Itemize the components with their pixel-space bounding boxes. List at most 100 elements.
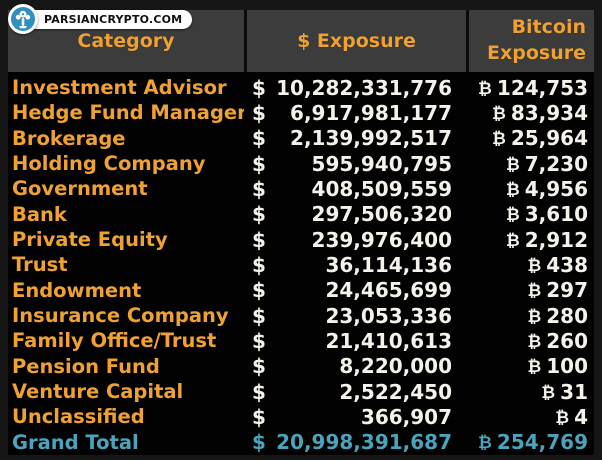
bitcoin-sign: ₿	[555, 407, 570, 428]
btc-value: 7,230	[524, 151, 588, 176]
table-row: Hedge Fund Manager $ 6,917,981,177 ₿ 83,…	[8, 100, 594, 125]
btc-value: 3,610	[524, 202, 588, 227]
watermark-badge: PARSIANCRYPTO.COM	[8, 4, 193, 34]
usd-exposure-cell: $ 36,114,136	[244, 253, 466, 277]
dollar-sign: $	[252, 278, 266, 303]
category-cell: Private Equity	[12, 228, 168, 252]
table-row: Private Equity $ 239,976,400 ₿ 2,912	[8, 227, 594, 252]
usd-value: 2,522,450	[339, 379, 452, 404]
usd-exposure-cell: $ 408,509,559	[244, 177, 466, 201]
table-row: Brokerage $ 2,139,992,517 ₿ 25,964	[8, 126, 594, 151]
bitcoin-sign: ₿	[491, 103, 506, 124]
btc-exposure-cell: ₿ 297	[466, 278, 594, 302]
btc-value: 4,956	[524, 176, 588, 201]
category-cell: Government	[12, 177, 148, 201]
bitcoin-sign: ₿	[527, 281, 542, 302]
usd-exposure-cell: $ 10,282,331,776	[244, 76, 466, 100]
dollar-sign: $	[252, 176, 266, 201]
category-cell: Family Office/Trust	[12, 329, 217, 353]
bitcoin-sign: ₿	[491, 129, 506, 150]
bitcoin-sign: ₿	[541, 382, 556, 403]
btc-exposure-cell: ₿ 3,610	[466, 202, 594, 226]
btc-exposure-cell: ₿ 280	[466, 304, 594, 328]
btc-value: 438	[546, 252, 588, 277]
bitcoin-sign: ₿	[505, 179, 520, 200]
category-cell: Grand Total	[12, 430, 139, 454]
btc-exposure-cell: ₿ 25,964	[466, 126, 594, 150]
btc-value: 100	[546, 354, 588, 379]
usd-exposure-cell: $ 6,917,981,177	[244, 101, 466, 125]
table-row: Pension Fund $ 8,220,000 ₿ 100	[8, 354, 594, 379]
btc-value: 280	[546, 303, 588, 328]
dollar-sign: $	[252, 303, 266, 328]
category-cell: Hedge Fund Manager	[12, 101, 244, 125]
usd-value: 297,506,320	[311, 202, 452, 227]
btc-exposure-cell: ₿ 260	[466, 329, 594, 353]
usd-exposure-cell: $ 21,410,613	[244, 329, 466, 353]
category-cell: Investment Advisor	[12, 76, 227, 100]
bitcoin-sign: ₿	[527, 331, 542, 352]
dollar-sign: $	[252, 404, 266, 429]
btc-value: 83,934	[510, 100, 588, 125]
bitcoin-sign: ₿	[478, 78, 492, 99]
bitcoin-sign: ₿	[505, 230, 520, 251]
btc-value: 260	[546, 328, 588, 353]
table-row: Unclassified $ 366,907 ₿ 4	[8, 404, 594, 429]
dollar-sign: $	[252, 227, 266, 252]
btc-value: 124,753	[496, 75, 588, 100]
dollar-sign: $	[252, 379, 266, 404]
btc-value: 31	[560, 379, 588, 404]
btc-exposure-cell: ₿ 124,753	[466, 76, 594, 100]
bitcoin-sign: ₿	[505, 154, 520, 175]
usd-value: 408,509,559	[311, 176, 452, 201]
btc-exposure-cell: ₿ 31	[466, 380, 594, 404]
table-row: Endowment $ 24,465,699 ₿ 297	[8, 278, 594, 303]
category-cell: Insurance Company	[12, 304, 229, 328]
category-cell: Trust	[12, 253, 68, 277]
btc-value: 25,964	[510, 126, 588, 151]
category-cell: Holding Company	[12, 152, 206, 176]
usd-exposure-cell: $ 239,976,400	[244, 228, 466, 252]
btc-exposure-cell: ₿ 2,912	[466, 228, 594, 252]
table-row: Government $ 408,509,559 ₿ 4,956	[8, 176, 594, 201]
usd-value: 10,282,331,776	[276, 75, 452, 100]
table-body: Investment Advisor $ 10,282,331,776 ₿ 12…	[8, 72, 594, 455]
usd-exposure-cell: $ 24,465,699	[244, 278, 466, 302]
btc-exposure-cell: ₿ 254,769	[466, 430, 594, 454]
category-cell: Brokerage	[12, 126, 126, 150]
btc-value: 4	[574, 404, 588, 429]
usd-exposure-cell: $ 8,220,000	[244, 354, 466, 378]
category-cell: Pension Fund	[12, 354, 160, 378]
category-cell: Bank	[12, 202, 67, 226]
dollar-sign: $	[252, 354, 266, 379]
usd-value: 8,220,000	[339, 354, 452, 379]
table-header: Category $ Exposure Bitcoin Exposure	[8, 10, 594, 72]
dollar-sign: $	[252, 75, 266, 100]
usd-exposure-cell: $ 595,940,795	[244, 152, 466, 176]
usd-value: 20,998,391,687	[276, 430, 452, 455]
bitcoin-sign: ₿	[527, 306, 542, 327]
usd-value: 595,940,795	[311, 151, 452, 176]
header-usd-exposure: $ Exposure	[247, 10, 466, 72]
usd-exposure-cell: $ 2,522,450	[244, 380, 466, 404]
dollar-sign: $	[252, 100, 266, 125]
table-row: Bank $ 297,506,320 ₿ 3,610	[8, 202, 594, 227]
grand-total-row: Grand Total $ 20,998,391,687 ₿ 254,769	[8, 430, 594, 455]
usd-exposure-cell: $ 366,907	[244, 405, 466, 429]
bitcoin-sign: ₿	[505, 205, 520, 226]
header-bitcoin-exposure: Bitcoin Exposure	[469, 10, 594, 72]
usd-value: 23,053,336	[325, 303, 452, 328]
usd-value: 6,917,981,177	[290, 100, 452, 125]
table-row: Trust $ 36,114,136 ₿ 438	[8, 252, 594, 277]
dollar-sign: $	[252, 430, 266, 455]
btc-exposure-cell: ₿ 438	[466, 253, 594, 277]
usd-exposure-cell: $ 297,506,320	[244, 202, 466, 226]
table-row: Investment Advisor $ 10,282,331,776 ₿ 12…	[8, 75, 594, 100]
btc-exposure-cell: ₿ 83,934	[466, 101, 594, 125]
btc-exposure-cell: ₿ 7,230	[466, 152, 594, 176]
usd-exposure-cell: $ 20,998,391,687	[244, 430, 466, 454]
usd-value: 366,907	[360, 404, 452, 429]
bitcoin-sign: ₿	[527, 357, 542, 378]
table-row: Family Office/Trust $ 21,410,613 ₿ 260	[8, 328, 594, 353]
